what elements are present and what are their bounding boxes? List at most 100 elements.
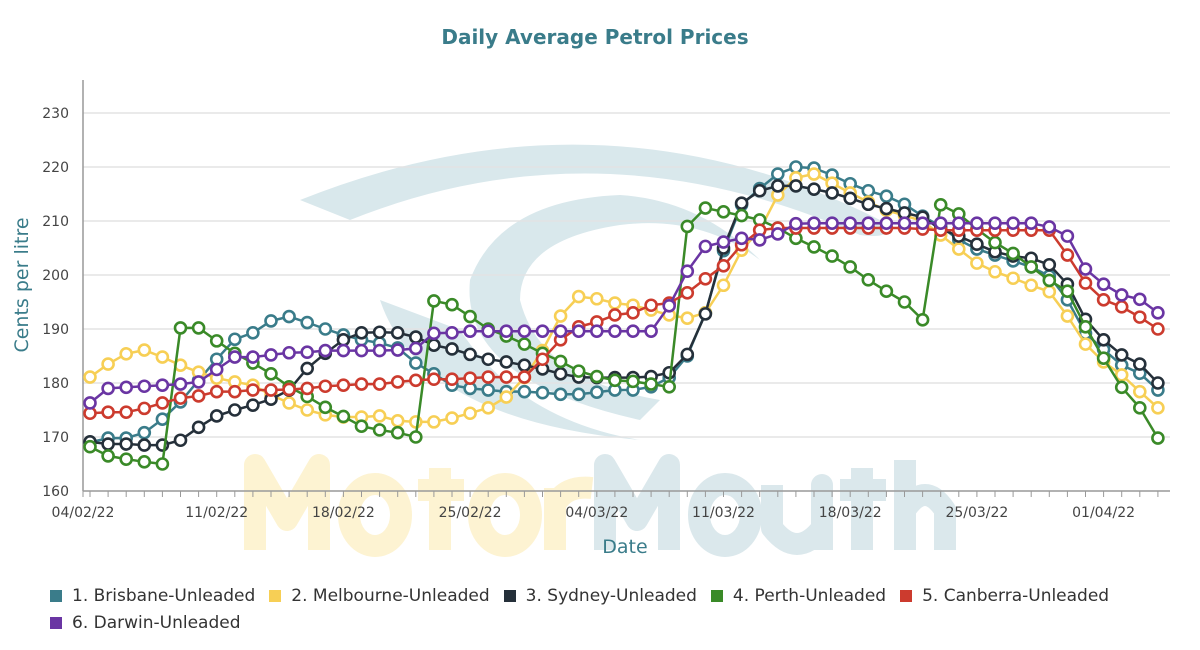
data-point (137, 455, 152, 469)
data-point (119, 380, 133, 395)
data-point (228, 384, 242, 399)
data-point (1078, 320, 1093, 334)
data-point (1114, 380, 1129, 395)
data-point (608, 373, 622, 388)
data-point (553, 387, 568, 402)
data-point (861, 273, 876, 287)
data-point (1078, 276, 1093, 290)
data-point (535, 324, 550, 338)
data-point (879, 201, 894, 216)
data-point (463, 324, 477, 338)
data-point (137, 343, 152, 357)
data-point (626, 374, 640, 389)
series-6 (83, 216, 1165, 410)
data-point (897, 295, 912, 309)
data-point (155, 412, 170, 426)
data-point (228, 332, 242, 347)
data-point (427, 372, 441, 387)
data-point (1151, 431, 1165, 445)
watermark-lettering-mouth (594, 454, 956, 557)
data-point (209, 334, 224, 348)
data-point (553, 309, 568, 323)
data-point (770, 179, 785, 193)
y-tick-label: 220 (42, 160, 69, 176)
x-tick-label: 01/04/22 (1072, 505, 1135, 521)
data-point (336, 332, 351, 347)
legend-swatch (50, 589, 62, 602)
data-point (970, 256, 984, 270)
x-tick-label: 25/02/22 (439, 505, 502, 521)
data-point (825, 216, 839, 230)
data-point (716, 235, 731, 249)
data-point (264, 383, 278, 397)
data-point (1133, 401, 1147, 415)
data-point (517, 337, 532, 351)
y-tick-label: 180 (42, 376, 69, 392)
data-point (300, 345, 315, 360)
data-point (988, 235, 1002, 250)
data-point (843, 260, 858, 274)
data-point (1151, 305, 1165, 320)
legend-item[interactable]: 3. Sydney-Unleaded (503, 583, 697, 608)
data-point (101, 381, 115, 396)
data-point (589, 369, 604, 384)
data-point (535, 352, 550, 367)
data-point (445, 325, 459, 340)
data-point (191, 389, 206, 403)
data-point (1114, 288, 1129, 302)
data-point (463, 309, 477, 324)
data-point (264, 348, 278, 362)
x-tick-label: 18/02/22 (312, 505, 375, 521)
data-point (481, 352, 496, 367)
data-point (481, 370, 496, 384)
data-point (119, 452, 133, 466)
data-point (680, 264, 695, 279)
data-point (608, 296, 622, 310)
data-point (155, 350, 170, 364)
data-point (698, 271, 713, 286)
chart-legend: 1. Brisbane-Unleaded 2. Melbourne-Unleade… (50, 583, 1170, 635)
legend-item[interactable]: 2. Melbourne-Unleaded (269, 583, 490, 608)
data-point (427, 415, 441, 429)
data-point (825, 186, 839, 200)
data-point (1024, 260, 1038, 274)
legend-item[interactable]: 5. Canberra-Unleaded (900, 583, 1109, 608)
data-point (408, 430, 423, 444)
x-tick-label: 25/03/22 (945, 505, 1008, 521)
legend-item[interactable]: 1. Brisbane-Unleaded (50, 583, 255, 608)
data-point (390, 413, 405, 428)
legend-item[interactable]: 4. Perth-Unleaded (710, 583, 887, 608)
data-point (83, 370, 97, 384)
data-point (662, 379, 677, 394)
data-point (1151, 376, 1165, 390)
chart-title: Daily Average Petrol Prices (441, 25, 748, 49)
data-point (770, 167, 785, 181)
data-point (589, 291, 604, 306)
data-point (119, 405, 133, 419)
data-point (1096, 351, 1111, 365)
data-point (1060, 229, 1075, 243)
data-point (698, 201, 713, 215)
data-point (879, 189, 894, 203)
legend-label: 3. Sydney-Unleaded (525, 585, 697, 606)
data-point (843, 191, 858, 206)
legend-label: 4. Perth-Unleaded (732, 585, 887, 606)
data-point (155, 457, 170, 471)
data-point (191, 375, 206, 389)
data-point (119, 437, 133, 451)
data-point (1133, 310, 1147, 324)
data-point (1006, 271, 1020, 286)
data-point (1042, 273, 1057, 288)
legend-item[interactable]: 6. Darwin-Unleaded (50, 610, 241, 635)
legend-label: 2. Melbourne-Unleaded (291, 585, 490, 606)
legend-label: 1. Brisbane-Unleaded (72, 585, 256, 606)
data-point (372, 377, 387, 391)
data-point (1078, 337, 1093, 351)
data-point (626, 305, 640, 320)
data-point (209, 384, 224, 399)
data-point (282, 382, 296, 397)
data-point (1006, 246, 1020, 261)
data-point (789, 160, 803, 174)
data-point (571, 364, 586, 378)
data-point (517, 358, 532, 372)
